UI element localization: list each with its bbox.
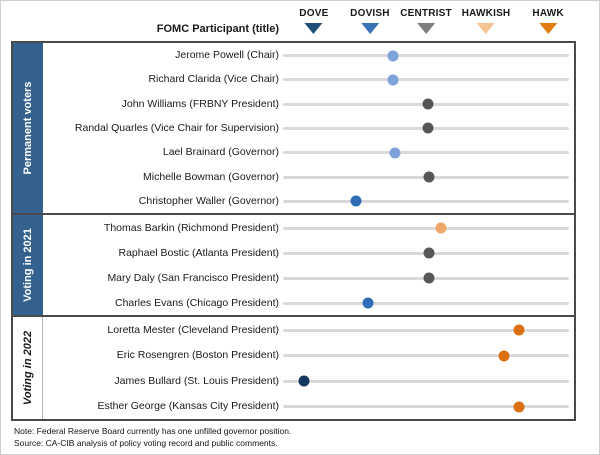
participant-row: Esther George (Kansas City President) — [43, 394, 574, 420]
axis-category-hawkish: HAWKISH — [462, 1, 511, 34]
sidebar-permanent-voters: Permanent voters — [13, 43, 43, 213]
position-dot — [362, 297, 374, 309]
position-dot — [423, 171, 435, 183]
position-dot — [422, 122, 434, 134]
group-label: Permanent voters — [22, 81, 34, 175]
participant-row: John Williams (FRBNY President) — [43, 92, 574, 116]
spectrum-track — [283, 324, 569, 336]
spectrum-track — [283, 222, 569, 234]
position-dot — [387, 74, 399, 86]
participant-name: Michelle Bowman (Governor) — [143, 170, 279, 183]
position-dot — [423, 272, 435, 284]
participant-name: Randal Quarles (Vice Chair for Supervisi… — [74, 121, 279, 134]
position-dot — [435, 222, 447, 234]
hawk-triangle-icon — [539, 23, 558, 34]
participant-name: Lael Brainard (Governor) — [162, 146, 279, 159]
axis-category-centrist: CENTRIST — [400, 1, 452, 34]
spectrum-track — [283, 122, 569, 134]
axis-category-label: DOVE — [299, 8, 329, 19]
spectrum-track — [283, 74, 569, 86]
position-dot — [298, 375, 310, 387]
rows-permanent-voters: Jerome Powell (Chair) Richard Clarida (V… — [43, 43, 574, 213]
spectrum-track — [283, 272, 569, 284]
participant-row: Jerome Powell (Chair) — [43, 43, 574, 67]
position-dot — [498, 350, 510, 362]
participant-name: Eric Rosengren (Boston President) — [116, 349, 279, 362]
dove-triangle-icon — [304, 23, 323, 34]
participant-row: Thomas Barkin (Richmond President) — [43, 215, 574, 240]
group-label: Voting in 2021 — [22, 228, 34, 302]
participant-row: Mary Daly (San Francisco President) — [43, 265, 574, 290]
axis-category-label: HAWKISH — [461, 8, 511, 19]
participant-name: Christopher Waller (Governor) — [138, 194, 279, 207]
participant-name: Loretta Mester (Cleveland President) — [107, 323, 279, 336]
participant-row: James Bullard (St. Louis President) — [43, 368, 574, 394]
position-dot — [423, 247, 435, 259]
position-dot — [513, 401, 525, 413]
source-line: Source: CA-CIB analysis of policy voting… — [14, 438, 278, 449]
position-dot — [350, 195, 362, 207]
participant-name: John Williams (FRBNY President) — [121, 97, 279, 110]
position-dot — [422, 98, 434, 110]
participant-row: Raphael Bostic (Atlanta President) — [43, 240, 574, 265]
spectrum-track — [283, 171, 569, 183]
participant-name: Esther George (Kansas City President) — [97, 400, 280, 413]
spectrum-track — [283, 401, 569, 413]
participant-row: Christopher Waller (Governor) — [43, 189, 574, 213]
participant-name: Thomas Barkin (Richmond President) — [103, 221, 279, 234]
axis-category-label: CENTRIST — [400, 8, 452, 19]
axis-category-hawk: HAWK — [532, 1, 564, 34]
axis-category-dovish: DOVISH — [350, 1, 390, 34]
hawkish-triangle-icon — [477, 23, 496, 34]
participant-column-header: FOMC Participant (title) — [156, 23, 279, 35]
chart-header: FOMC Participant (title) DOVE DOVISH CEN… — [1, 1, 599, 41]
stance-axis-header: DOVE DOVISH CENTRIST HAWKISH HAWK — [283, 1, 569, 41]
position-dot — [387, 50, 399, 62]
rows-voting-2021: Thomas Barkin (Richmond President) Rapha… — [43, 215, 574, 315]
participant-name: Richard Clarida (Vice Chair) — [148, 73, 279, 86]
axis-category-dove: DOVE — [299, 1, 328, 34]
participant-row: Lael Brainard (Governor) — [43, 140, 574, 164]
footnotes: Note: Federal Reserve Board currently ha… — [14, 425, 291, 450]
spectrum-track — [283, 147, 569, 159]
sidebar-voting-2022: Voting in 2022 — [13, 317, 43, 419]
dovish-triangle-icon — [360, 23, 379, 34]
spectrum-track — [283, 297, 569, 309]
section-voting-2022: Voting in 2022 Loretta Mester (Cleveland… — [13, 315, 574, 419]
spectrum-track — [283, 350, 569, 362]
rows-voting-2022: Loretta Mester (Cleveland President) Eri… — [43, 317, 574, 419]
position-dot — [389, 147, 401, 159]
section-voting-2021: Voting in 2021 Thomas Barkin (Richmond P… — [13, 213, 574, 315]
group-label: Voting in 2022 — [21, 330, 34, 406]
axis-category-label: DOVISH — [350, 8, 390, 19]
participant-name: Jerome Powell (Chair) — [175, 49, 279, 62]
spectrum-track — [283, 247, 569, 259]
spectrum-track — [283, 50, 569, 62]
participant-row: Eric Rosengren (Boston President) — [43, 343, 574, 369]
chart-frame: Permanent voters Jerome Powell (Chair) R… — [11, 41, 576, 421]
participant-row: Michelle Bowman (Governor) — [43, 164, 574, 188]
participant-row: Randal Quarles (Vice Chair for Supervisi… — [43, 116, 574, 140]
participant-name: James Bullard (St. Louis President) — [114, 374, 279, 387]
spectrum-track — [283, 375, 569, 387]
participant-row: Charles Evans (Chicago President) — [43, 290, 574, 315]
spectrum-track — [283, 195, 569, 207]
axis-category-label: HAWK — [532, 8, 564, 19]
spectrum-track — [283, 98, 569, 110]
participant-name: Raphael Bostic (Atlanta President) — [118, 246, 280, 259]
participant-row: Richard Clarida (Vice Chair) — [43, 67, 574, 91]
section-permanent-voters: Permanent voters Jerome Powell (Chair) R… — [13, 43, 574, 213]
participant-row: Loretta Mester (Cleveland President) — [43, 317, 574, 343]
sidebar-voting-2021: Voting in 2021 — [13, 215, 43, 315]
centrist-triangle-icon — [416, 23, 435, 34]
note-line: Note: Federal Reserve Board currently ha… — [14, 426, 292, 436]
participant-name: Charles Evans (Chicago President) — [115, 296, 279, 309]
participant-name: Mary Daly (San Francisco President) — [107, 271, 279, 284]
position-dot — [513, 324, 525, 336]
